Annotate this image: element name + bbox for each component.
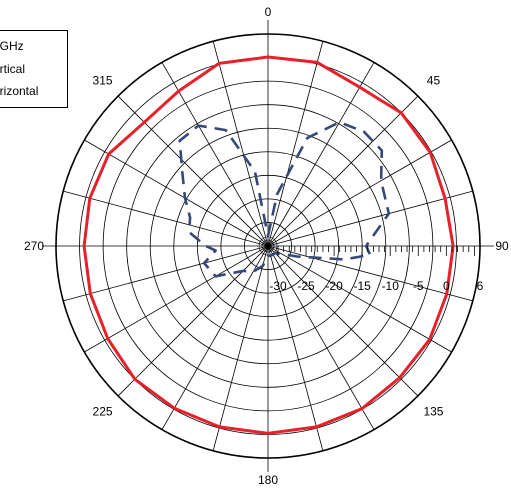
- series-layer: [82, 55, 455, 435]
- radial-tick-label: -15: [353, 279, 371, 293]
- radial-tick-label: -5: [413, 279, 424, 293]
- grid-spoke: [117, 95, 269, 247]
- angle-label: 270: [24, 239, 44, 253]
- legend-entry-3: orizontal: [0, 84, 39, 98]
- grid-spoke: [161, 245, 269, 430]
- grid-spoke: [267, 190, 473, 247]
- angle-label: 180: [258, 473, 278, 487]
- radial-tick-label: 0: [443, 279, 450, 293]
- grid-spoke: [212, 245, 269, 451]
- angle-label: 0: [265, 5, 272, 19]
- legend-entry-2: ertical: [0, 62, 26, 76]
- radial-tick-label: -20: [325, 279, 343, 293]
- grid-spoke: [84, 245, 269, 353]
- grid-spoke: [117, 245, 269, 397]
- grid-spoke: [63, 245, 269, 302]
- angle-label: 45: [427, 74, 441, 88]
- angle-labels: 0 45 90 135 180 225 270 315: [24, 5, 509, 487]
- grid-spoke: [267, 245, 452, 353]
- radial-tick-label: -10: [382, 279, 400, 293]
- angle-label: 90: [495, 239, 509, 253]
- grid-spoke: [267, 139, 452, 247]
- grid-spoke: [267, 245, 419, 397]
- radial-tick-label: -25: [297, 279, 315, 293]
- grid-spoke: [267, 41, 324, 247]
- grid-spoke: [161, 62, 269, 247]
- radial-tick-label: 6: [477, 279, 484, 293]
- radial-ticks: -30 -25 -20 -15 -10 -5 0 6: [269, 246, 484, 293]
- grid-spoke: [267, 245, 375, 430]
- grid-spoke: [267, 95, 419, 247]
- grid-spoke: [63, 190, 269, 247]
- grid-spoke: [267, 245, 473, 302]
- grid-spoke: [212, 41, 269, 247]
- series-1-line: [82, 55, 455, 435]
- angle-label: 135: [423, 404, 443, 418]
- grid-spoke: [267, 62, 375, 247]
- series-2-line: [178, 120, 391, 278]
- angle-label: 225: [93, 404, 113, 418]
- angle-label: 315: [93, 74, 113, 88]
- grid-spoke: [84, 139, 269, 247]
- radial-tick-label: -30: [269, 279, 287, 293]
- grid-spoke: [267, 245, 324, 451]
